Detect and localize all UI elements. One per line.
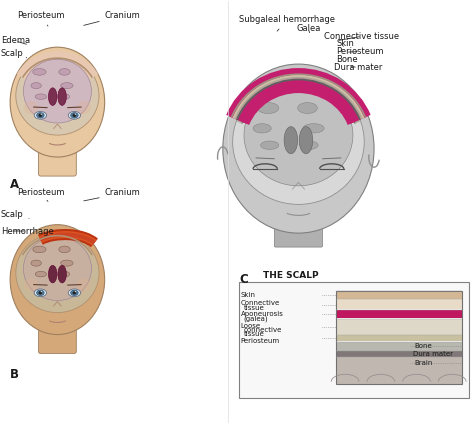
Ellipse shape [58, 88, 66, 106]
Text: B: B [10, 368, 19, 381]
Ellipse shape [38, 291, 42, 294]
Text: Subgaleal hemorrhage: Subgaleal hemorrhage [239, 15, 336, 31]
Text: tissue: tissue [244, 305, 264, 311]
Ellipse shape [58, 265, 66, 283]
Text: Galea: Galea [296, 24, 320, 33]
Ellipse shape [16, 234, 99, 312]
Text: Scalp: Scalp [0, 49, 27, 58]
Bar [336, 319, 462, 335]
Ellipse shape [59, 94, 70, 99]
Ellipse shape [48, 88, 57, 106]
Ellipse shape [34, 289, 46, 297]
Ellipse shape [16, 56, 99, 135]
Ellipse shape [31, 260, 41, 266]
Ellipse shape [59, 69, 70, 75]
Bar [336, 291, 462, 385]
Bar [239, 282, 469, 398]
Text: Cranium: Cranium [84, 11, 140, 25]
Ellipse shape [68, 112, 81, 119]
Text: Bone: Bone [336, 55, 358, 64]
Ellipse shape [24, 279, 38, 292]
Text: Periosteum: Periosteum [17, 11, 65, 26]
Text: Periosteum: Periosteum [17, 189, 65, 201]
Text: Dura mater: Dura mater [334, 63, 382, 72]
FancyBboxPatch shape [38, 328, 76, 354]
Text: Brain: Brain [414, 360, 433, 366]
Ellipse shape [23, 237, 91, 301]
Ellipse shape [10, 225, 105, 335]
Bar [336, 291, 462, 298]
Ellipse shape [31, 83, 41, 89]
Ellipse shape [35, 94, 46, 99]
Bar [336, 342, 462, 351]
Ellipse shape [61, 260, 73, 266]
Ellipse shape [23, 59, 91, 123]
Ellipse shape [303, 124, 324, 133]
Text: Periosteum: Periosteum [241, 338, 280, 344]
Text: Loose: Loose [241, 323, 261, 329]
Ellipse shape [71, 112, 78, 118]
Ellipse shape [41, 114, 42, 115]
Ellipse shape [48, 265, 57, 283]
Text: Connective tissue: Connective tissue [324, 32, 400, 41]
Ellipse shape [299, 127, 313, 153]
Text: Connective: Connective [241, 300, 280, 306]
Text: (galea): (galea) [244, 315, 268, 322]
Text: connective: connective [244, 327, 282, 333]
Ellipse shape [73, 291, 76, 294]
Bar [336, 351, 462, 357]
Bar [336, 299, 462, 309]
Ellipse shape [75, 291, 76, 292]
Ellipse shape [257, 103, 279, 114]
Ellipse shape [35, 271, 46, 277]
Ellipse shape [41, 291, 42, 292]
Ellipse shape [233, 79, 364, 204]
Text: Aponeurosis: Aponeurosis [241, 311, 283, 317]
FancyBboxPatch shape [274, 228, 322, 247]
Ellipse shape [223, 64, 374, 233]
Text: A: A [10, 178, 19, 191]
Ellipse shape [68, 289, 81, 297]
Text: C: C [239, 273, 248, 286]
Text: Bone: Bone [414, 343, 432, 349]
Ellipse shape [75, 114, 76, 115]
Ellipse shape [253, 124, 271, 133]
Ellipse shape [244, 84, 353, 186]
Bar [336, 357, 462, 385]
Ellipse shape [36, 112, 44, 118]
Ellipse shape [59, 271, 70, 277]
Bar [336, 310, 462, 318]
Text: Skin: Skin [241, 292, 256, 298]
Ellipse shape [77, 279, 91, 292]
Ellipse shape [261, 141, 279, 149]
Text: tissue: tissue [244, 331, 264, 337]
Text: Skin: Skin [336, 39, 354, 48]
Ellipse shape [34, 112, 46, 119]
Ellipse shape [284, 127, 298, 153]
Ellipse shape [77, 101, 91, 114]
Ellipse shape [298, 103, 318, 114]
Ellipse shape [300, 141, 318, 149]
Bar [336, 335, 462, 341]
Text: Dura mater: Dura mater [413, 351, 453, 357]
Ellipse shape [33, 69, 46, 75]
Ellipse shape [61, 83, 73, 89]
Ellipse shape [33, 246, 46, 253]
Text: Hemorrhage: Hemorrhage [0, 226, 54, 235]
Text: Cranium: Cranium [84, 189, 140, 201]
FancyBboxPatch shape [38, 151, 76, 176]
Ellipse shape [59, 246, 70, 253]
Ellipse shape [38, 114, 42, 117]
Text: Scalp: Scalp [0, 209, 29, 219]
Ellipse shape [24, 101, 38, 114]
Ellipse shape [36, 290, 44, 296]
Ellipse shape [71, 290, 78, 296]
Text: Periosteum: Periosteum [336, 47, 384, 56]
Ellipse shape [73, 114, 76, 117]
Text: THE SCALP: THE SCALP [263, 271, 319, 279]
Text: Edema: Edema [0, 36, 30, 45]
Ellipse shape [10, 47, 105, 157]
